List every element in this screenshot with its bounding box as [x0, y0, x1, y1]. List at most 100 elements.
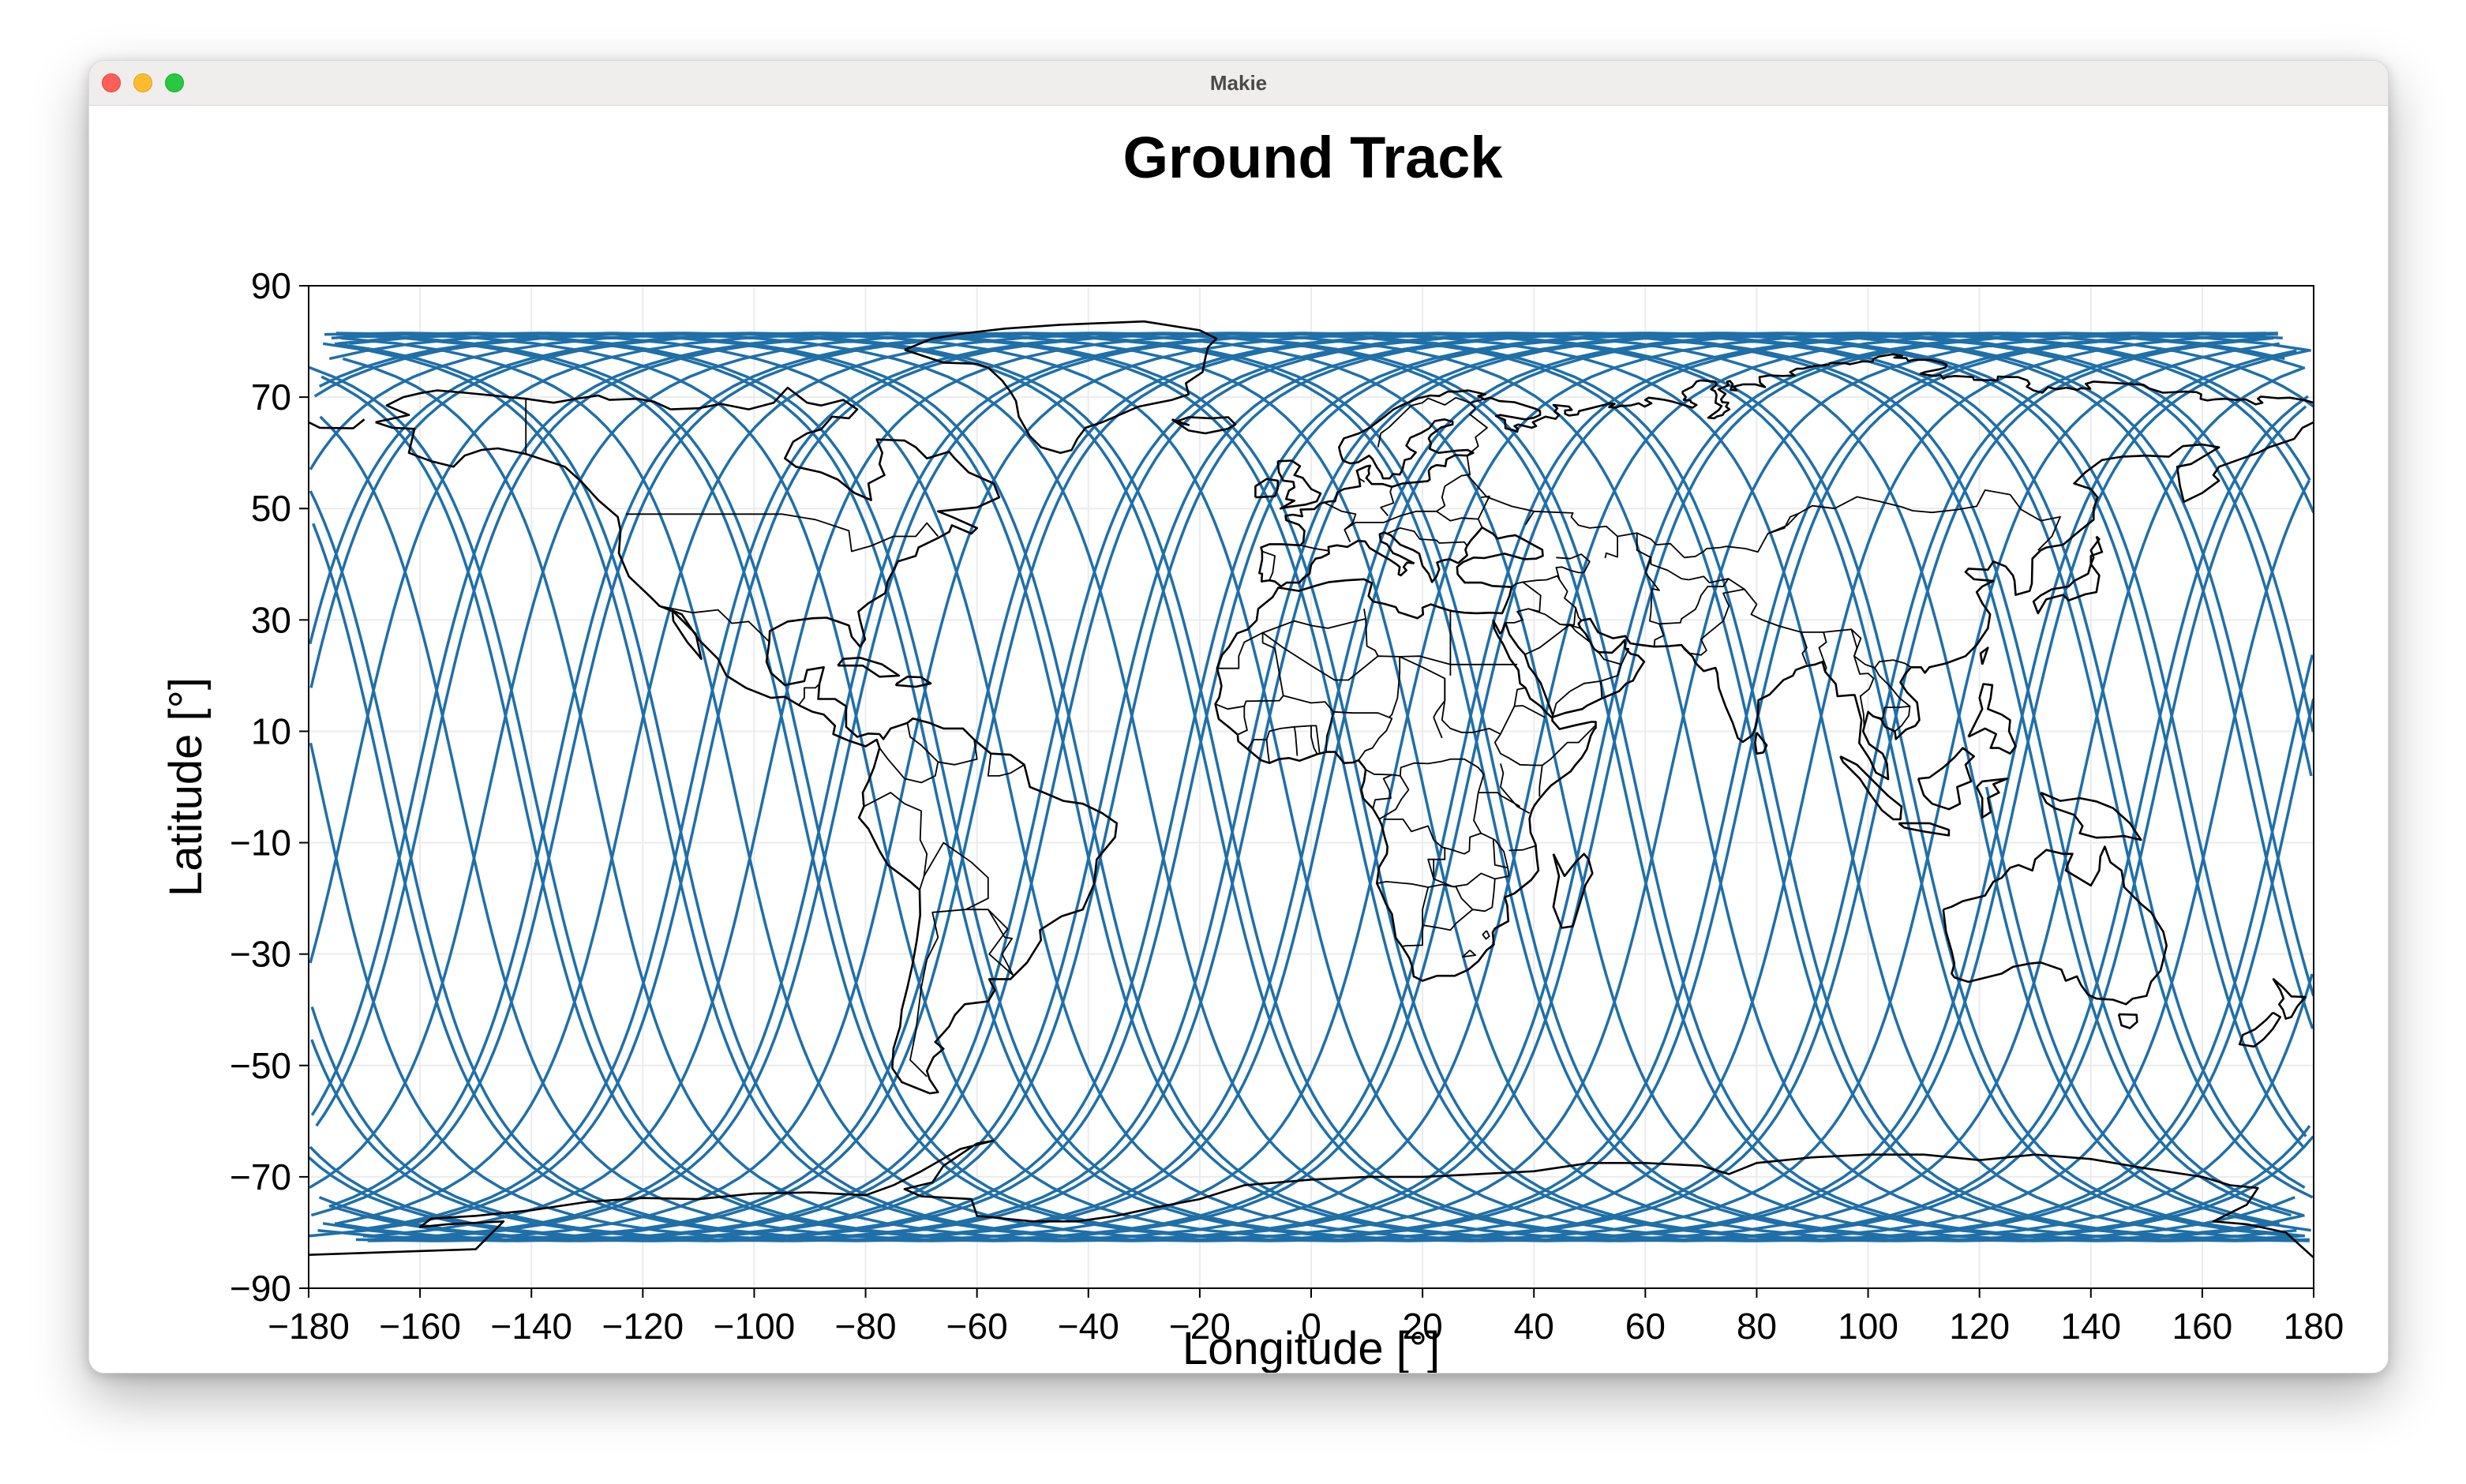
figure-canvas[interactable]: Ground Track −180 −160 −140 −120 −100 −80 −60−…	[89, 106, 2388, 1373]
country-border	[1427, 858, 1435, 879]
country-border	[1621, 647, 1630, 665]
app-window: Makie Ground Track −180 −160 −140 −120 −100−…	[88, 60, 2389, 1373]
coastline	[1214, 353, 2314, 982]
country-border	[1598, 651, 1622, 699]
chart-title: Ground Track	[1122, 125, 1503, 190]
country-border	[1300, 544, 1329, 552]
y-tick-label: −90	[230, 1268, 291, 1309]
y-tick-label: 50	[251, 488, 291, 529]
x-tick-label: 100	[1838, 1306, 1898, 1347]
coastline	[1276, 459, 1322, 510]
country-border	[1538, 765, 1543, 796]
country-border	[1261, 550, 1276, 581]
x-axis-ticks: −180 −160 −140 −120 −100 −80 −60 −40 −20 0 20 40 60 8…	[268, 1288, 2344, 1347]
coastline	[309, 1139, 2314, 1259]
country-border	[798, 683, 820, 706]
coastline	[1917, 747, 1975, 811]
country-border	[1216, 631, 1284, 706]
x-tick-label: 120	[1949, 1306, 2010, 1347]
coastline	[1942, 845, 2168, 1006]
coastline	[1839, 755, 1903, 821]
country-border	[1262, 609, 1366, 634]
country-border	[626, 513, 939, 553]
country-border	[1283, 656, 1446, 739]
country-border	[1514, 705, 1546, 718]
minimize-window-button[interactable]	[133, 73, 152, 92]
country-border	[938, 739, 978, 766]
country-border	[1325, 502, 1357, 542]
country-border	[1403, 925, 1423, 947]
y-axis-label: Latitude [°]	[160, 677, 212, 897]
coastline	[1254, 478, 1279, 499]
coastline	[2117, 1013, 2138, 1029]
country-border	[1378, 775, 1410, 820]
country-border	[1400, 655, 1452, 676]
country-border	[1511, 553, 1591, 588]
y-tick-label: 70	[251, 377, 291, 418]
country-border	[1372, 774, 1392, 809]
x-tick-label: −100	[714, 1306, 796, 1347]
coastline	[2238, 1011, 2281, 1048]
country-border	[1444, 455, 1471, 487]
ground-track-chart[interactable]: Ground Track −180 −160 −140 −120 −100 −80 −60−…	[89, 106, 2388, 1373]
y-tick-label: −70	[230, 1156, 291, 1197]
country-border	[1310, 725, 1318, 755]
country-border	[1505, 581, 1542, 624]
y-tick-label: 10	[251, 710, 291, 751]
x-tick-label: −160	[379, 1306, 461, 1347]
window-title: Makie	[1209, 71, 1268, 95]
y-axis-ticks: −90 −70 −50 −30 −10 10 30 50 70 90	[230, 265, 309, 1309]
country-border	[1377, 402, 1423, 448]
x-tick-label: 160	[2172, 1306, 2233, 1347]
country-border	[988, 909, 1014, 976]
country-border	[1452, 879, 1496, 913]
country-border	[1636, 533, 1689, 581]
y-tick-label: 30	[251, 599, 291, 640]
title-bar[interactable]: Makie	[89, 61, 2388, 106]
x-tick-label: −60	[946, 1306, 1008, 1347]
coastline	[2272, 977, 2307, 1020]
x-axis-label: Longitude [°]	[1182, 1323, 1440, 1373]
country-border	[1493, 725, 1596, 766]
country-border	[1359, 478, 1366, 483]
coastline	[895, 676, 932, 688]
country-border	[879, 722, 939, 784]
y-tick-label: 90	[251, 265, 291, 306]
country-border	[1482, 930, 1490, 940]
country-border	[1449, 611, 1518, 665]
country-border	[1358, 716, 1393, 761]
close-window-button[interactable]	[102, 73, 121, 92]
x-tick-label: 140	[2060, 1306, 2121, 1347]
country-border	[1524, 624, 1591, 655]
coastline	[309, 418, 365, 429]
country-border	[1850, 628, 1875, 729]
country-border	[1436, 511, 1483, 528]
zoom-window-button[interactable]	[165, 73, 184, 92]
x-tick-label: 60	[1625, 1306, 1666, 1347]
x-tick-label: −180	[268, 1306, 350, 1347]
coastline	[1898, 822, 1951, 837]
country-border	[1294, 725, 1321, 753]
country-border	[1377, 881, 1429, 888]
y-tick-label: −10	[230, 823, 291, 864]
coastline	[2040, 791, 2142, 841]
x-tick-label: −140	[490, 1306, 572, 1347]
country-border	[1874, 667, 1911, 733]
x-tick-label: −20	[1169, 1306, 1231, 1347]
country-border	[909, 841, 989, 1077]
country-border	[1383, 792, 1482, 855]
coastlines-overlay	[309, 320, 2314, 1259]
coastline	[1979, 646, 1989, 665]
country-border	[1658, 575, 1730, 625]
x-tick-label: 80	[1737, 1306, 1777, 1347]
country-border	[1365, 618, 1379, 657]
country-border	[965, 909, 1014, 976]
country-border	[1466, 474, 1535, 526]
country-border	[863, 792, 928, 890]
country-border	[1872, 705, 1910, 720]
coastline	[904, 320, 1218, 454]
coastline	[837, 657, 901, 678]
x-tick-label: 180	[2284, 1306, 2344, 1347]
x-tick-label: 40	[1514, 1306, 1554, 1347]
country-border	[1801, 631, 1808, 665]
